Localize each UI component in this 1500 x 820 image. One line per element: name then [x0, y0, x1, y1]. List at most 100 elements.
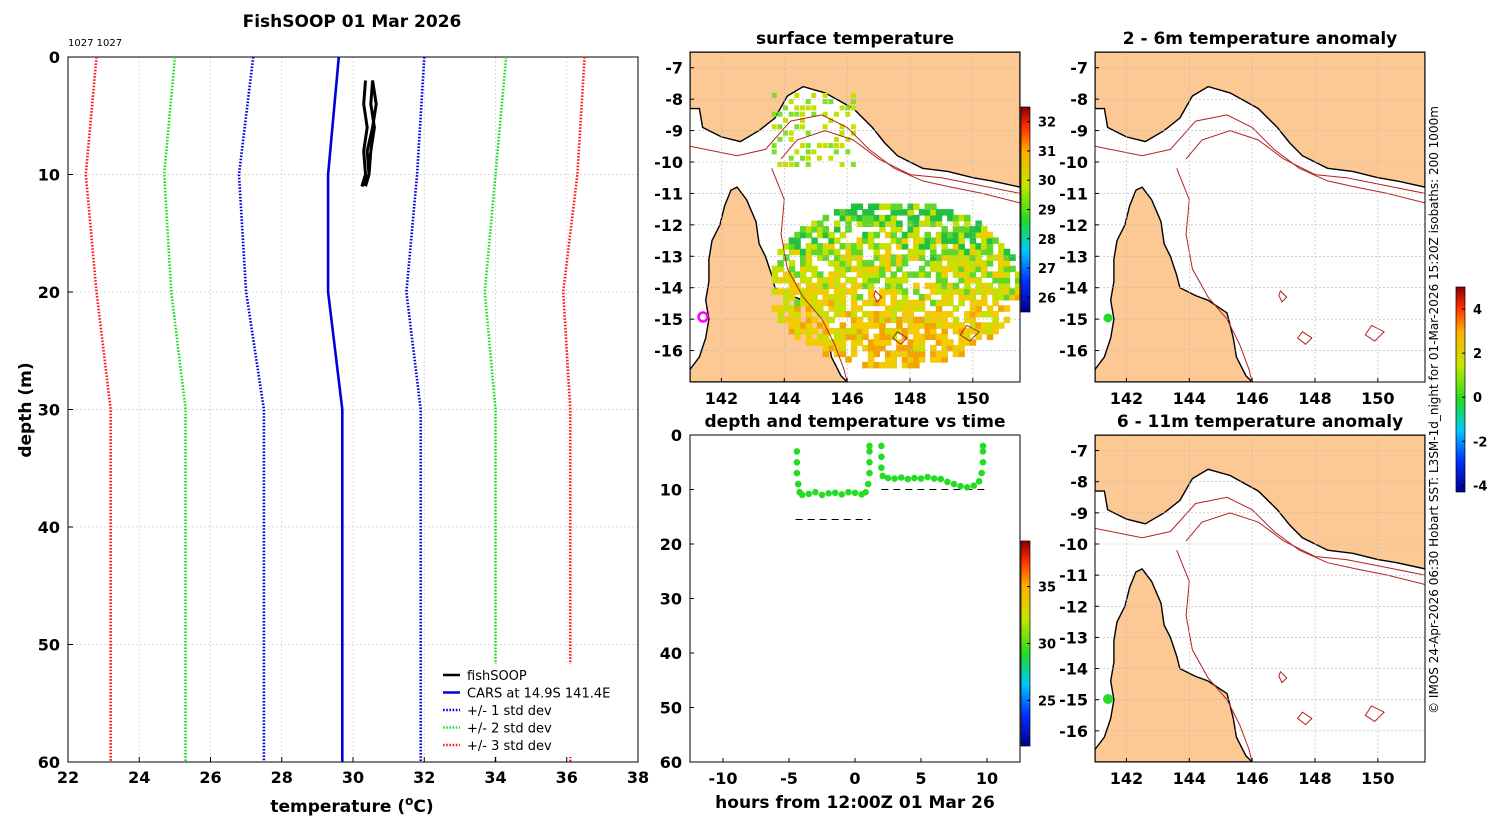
sst-pixel	[958, 344, 965, 352]
sst-pixel	[817, 299, 824, 307]
sst-pixel	[800, 124, 805, 130]
sst-pixel	[805, 339, 813, 346]
sst-pixel	[833, 333, 841, 341]
map-y-tick-label: -12	[1059, 597, 1088, 616]
sst-pixel	[986, 282, 994, 290]
sst-pixel	[935, 260, 943, 267]
sst-pixel	[845, 243, 852, 250]
time-point	[793, 459, 801, 466]
sst-pixel	[828, 327, 835, 335]
profile-y-tick-label: 10	[38, 166, 60, 185]
sst-pixel	[975, 226, 982, 233]
colorbar-tick-label: 32	[1038, 116, 1056, 131]
map-y-tick-label: -15	[1059, 691, 1088, 710]
sst-pixel	[884, 203, 892, 210]
time-point	[878, 453, 885, 461]
sst-pixel	[867, 214, 875, 222]
profile-x-tick-label: 32	[413, 768, 435, 787]
sst-pixel	[839, 265, 847, 273]
profile-x-label-tail: C)	[413, 797, 433, 817]
sst-pixel	[783, 305, 790, 312]
sst-pixel	[879, 344, 886, 352]
sst-pixel	[890, 260, 897, 267]
time-point	[838, 491, 846, 498]
sst-pixel	[800, 155, 805, 161]
map-y-tick-label: -13	[1059, 628, 1088, 647]
sst-pixel	[817, 231, 824, 239]
profile-line--2-std	[483, 56, 508, 762]
sst-pixel	[924, 294, 931, 301]
time-point	[950, 480, 958, 488]
sst-grid	[690, 52, 1020, 382]
sst-pixel	[805, 243, 813, 250]
sst-pixel	[771, 277, 779, 284]
sst-pixel	[913, 243, 920, 250]
map-y-tick-label: -8	[1070, 90, 1088, 109]
sst-pixel	[913, 282, 920, 290]
sst-pixel	[964, 231, 971, 239]
sst-pixel	[964, 220, 971, 227]
sst-pixel	[794, 111, 800, 117]
sst-pixel	[958, 254, 965, 261]
sst-pixel	[975, 220, 982, 227]
sst-pixel	[828, 243, 835, 250]
sst-pixel	[941, 339, 948, 346]
sst-pixel	[884, 316, 892, 324]
sst-pixel	[964, 260, 971, 267]
sst-pixel	[935, 254, 943, 261]
sst-pixel	[884, 243, 892, 250]
sst-pixel	[822, 111, 828, 117]
sst-pixel	[941, 243, 948, 250]
sst-pixel	[862, 209, 869, 216]
sst-pixel	[833, 136, 839, 142]
sst-pixel	[918, 356, 926, 363]
sst-pixel	[958, 339, 965, 346]
sst-pixel	[788, 130, 794, 136]
sst-pixel	[935, 316, 943, 324]
sst-pixel	[805, 265, 813, 273]
sst-pixel	[833, 294, 841, 301]
sst-pixel	[788, 277, 796, 284]
sst-pixel	[941, 299, 948, 307]
sst-pixel	[986, 243, 994, 250]
sst-pixel	[907, 254, 914, 261]
sst-pixel	[924, 220, 931, 227]
sst-pixel	[771, 265, 779, 273]
sst-pixel	[907, 299, 914, 307]
colorbar-tick-label: 4	[1473, 303, 1482, 318]
time-point	[845, 488, 852, 496]
profile-x-label-sup: o	[405, 794, 413, 808]
sst-pixel	[850, 248, 858, 256]
sst-pixel	[918, 350, 926, 358]
map-x-tick-label: 142	[1110, 769, 1143, 788]
time-point	[793, 448, 801, 455]
sst-pixel	[833, 260, 841, 267]
sst-pixel	[947, 344, 954, 352]
sst-pixel	[800, 260, 807, 267]
isobath-line	[1176, 550, 1253, 762]
sst-pixel	[805, 305, 813, 312]
sst-pixel	[896, 327, 903, 335]
time-point	[979, 459, 987, 466]
sst-pixel	[783, 130, 788, 136]
map-y-tick-label: -10	[654, 153, 683, 172]
sst-pixel	[907, 220, 914, 227]
sst-pixel	[828, 299, 835, 307]
sst-pixel	[958, 333, 965, 341]
sst-pixel	[884, 220, 892, 227]
time-y-tick-label: 60	[660, 753, 682, 772]
sst-pixel	[907, 356, 914, 363]
sst-pixel	[935, 209, 943, 216]
sst-pixel	[879, 299, 886, 307]
sst-pixel	[901, 344, 909, 352]
sst-pixel	[981, 231, 988, 239]
time-point	[818, 491, 826, 499]
sst-pixel	[845, 248, 852, 256]
time-point	[798, 491, 806, 499]
sst-pixel	[1015, 288, 1020, 295]
sst-pixel	[833, 350, 841, 358]
sst-pixel	[935, 305, 943, 312]
isobath-reef-ring	[1297, 711, 1313, 726]
sst-pixel	[850, 99, 856, 105]
map-y-tick-label: -8	[665, 90, 683, 109]
